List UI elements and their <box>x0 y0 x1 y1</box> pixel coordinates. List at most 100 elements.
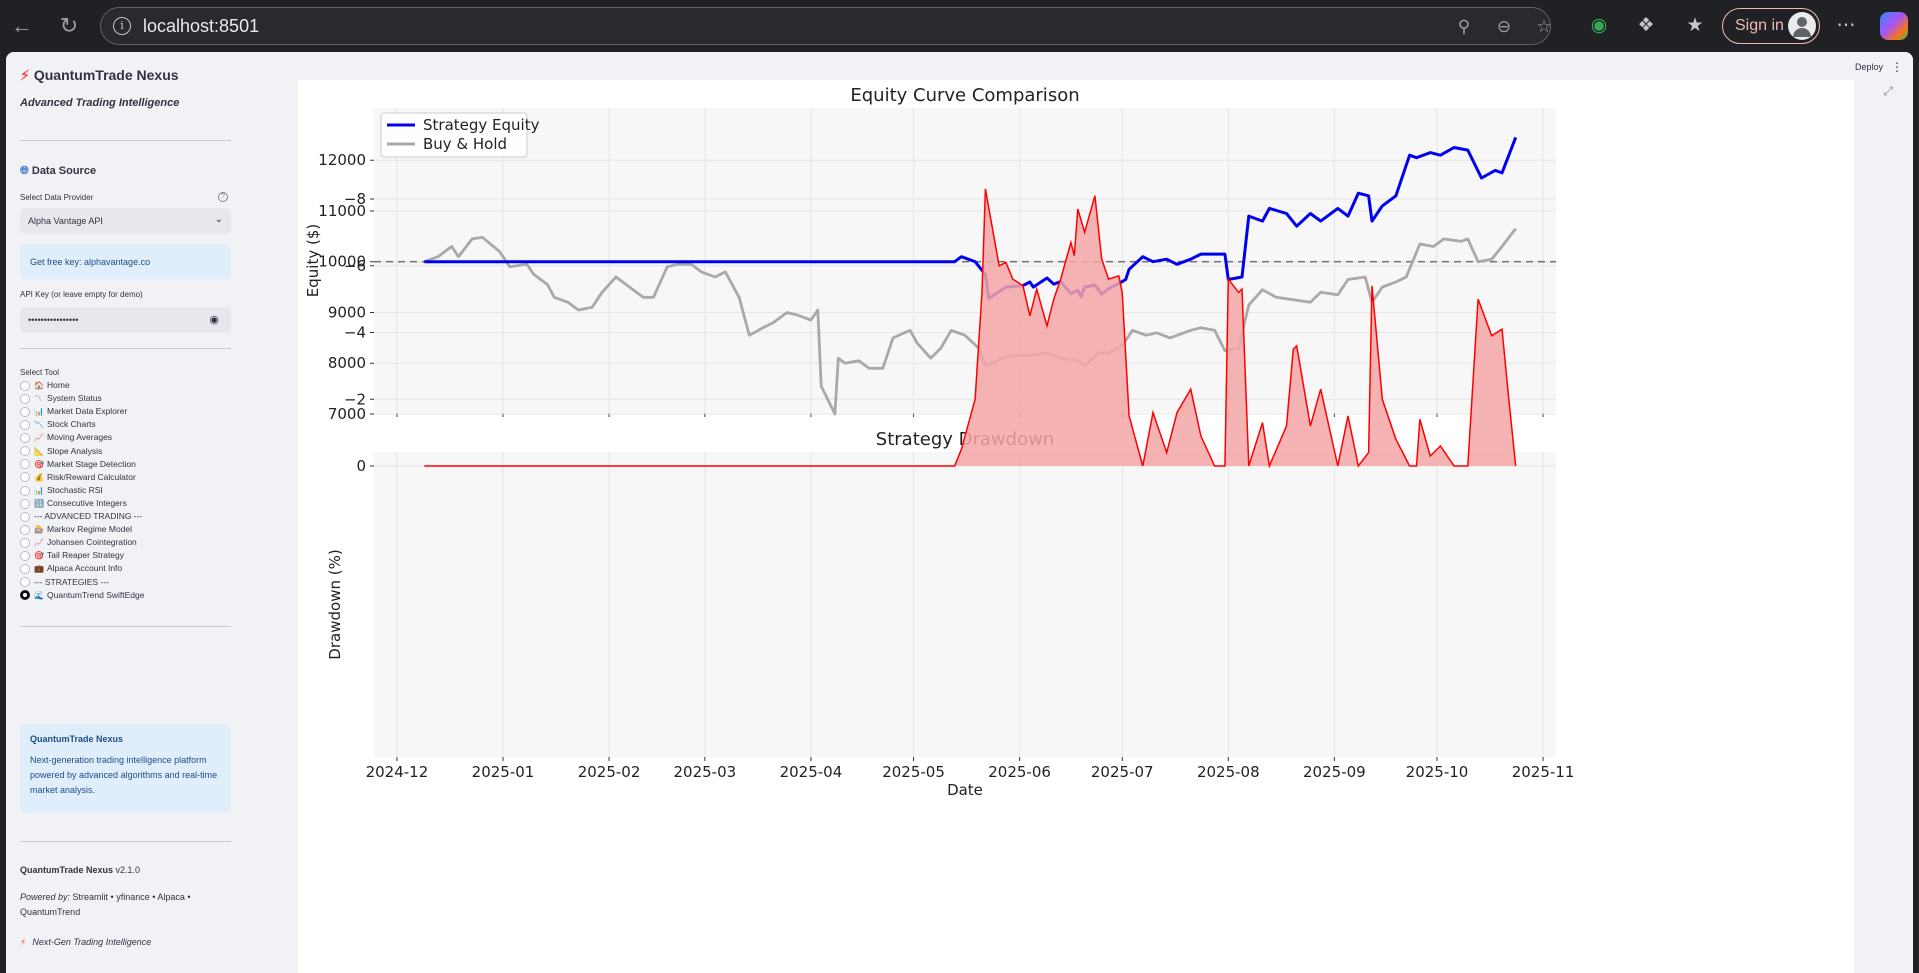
bookmark-star-icon[interactable]: ☆ <box>1536 17 1552 36</box>
site-info-icon[interactable]: i <box>113 17 131 35</box>
triangle-ruler-icon: 📐 <box>34 446 44 456</box>
tagline-text: Next-Gen Trading Intelligence <box>32 937 152 947</box>
sign-in-button[interactable]: Sign in <box>1722 8 1820 44</box>
tool-option[interactable]: 💼 Alpaca Account Info <box>20 563 122 576</box>
x-tick-label: 2025-01 <box>472 763 535 781</box>
powered-text: Streamlit • yfinance • Alpaca • QuantumT… <box>20 892 191 917</box>
plot-background <box>374 452 1556 757</box>
tool-option[interactable]: --- STRATEGIES --- <box>20 577 109 590</box>
radio-icon[interactable] <box>20 433 30 444</box>
radio-selected-icon[interactable] <box>20 590 30 601</box>
extensions-icon[interactable]: ❖ <box>1637 15 1655 36</box>
radio-icon[interactable] <box>20 577 30 588</box>
radio-icon[interactable] <box>20 485 30 496</box>
x-tick-label: 2025-04 <box>780 763 843 781</box>
version-name: QuantumTrade Nexus <box>20 865 114 875</box>
tagline: ⚡︎ Next-Gen Trading Intelligence <box>20 937 151 948</box>
radio-icon[interactable] <box>20 511 30 522</box>
help-icon[interactable]: ? <box>218 192 228 202</box>
tool-option[interactable]: 🎰 Markov Regime Model <box>20 524 132 537</box>
tool-option-label: Market Data Explorer <box>47 406 128 417</box>
x-tick-label: 2025-08 <box>1197 763 1260 781</box>
chart-title: Equity Curve Comparison <box>850 85 1079 106</box>
radio-icon[interactable] <box>20 551 30 562</box>
legend-box <box>380 112 528 158</box>
tool-option[interactable]: 🔢 Consecutive Integers <box>20 498 127 511</box>
y-tick-label: 12000 <box>318 151 366 169</box>
plot-figure: 7000 8000 9000 10000 11000 12000 Equity Curve … <box>298 80 1854 973</box>
divider <box>20 841 231 842</box>
x-tick-label: 2025-05 <box>882 763 945 781</box>
tool-option-label: --- STRATEGIES --- <box>34 576 109 587</box>
more-menu-icon[interactable]: ⋯ <box>1836 15 1856 36</box>
x-tick-label: 2025-09 <box>1303 763 1366 781</box>
reload-icon[interactable]: ↻ <box>59 13 79 38</box>
tool-option[interactable]: 📊 Market Data Explorer <box>20 406 127 419</box>
y-tick-label: 9000 <box>328 303 366 321</box>
target-icon: 🎯 <box>34 551 44 561</box>
main-menu-icon[interactable]: ⋮ <box>1891 60 1903 74</box>
tool-option[interactable]: 🎯 Tail Reaper Strategy <box>20 550 124 563</box>
radio-icon[interactable] <box>20 380 30 391</box>
y-tick-label: −4 <box>344 324 366 342</box>
radio-icon[interactable] <box>20 472 30 483</box>
tool-option[interactable]: 📈 Moving Averages <box>20 432 112 445</box>
version-number: v2.1.0 <box>115 865 141 875</box>
app-title-text: QuantumTrade Nexus <box>33 67 179 83</box>
strategy-equity-line <box>424 136 1518 300</box>
tool-option-label: Home <box>47 380 70 390</box>
lightning-icon: ⚡︎ <box>20 937 27 947</box>
slot-machine-icon: 🎰 <box>34 525 44 535</box>
eye-icon[interactable]: ◉ <box>209 314 219 326</box>
tool-option[interactable]: --- ADVANCED TRADING --- <box>20 511 142 524</box>
radio-icon[interactable] <box>20 537 30 548</box>
chart-up-icon: 📈 <box>34 538 44 548</box>
radio-icon[interactable] <box>20 459 30 470</box>
x-tick-label: 2025-07 <box>1091 763 1154 781</box>
tool-option[interactable]: 📊 Stochastic RSI <box>20 485 103 498</box>
api-key-input[interactable]: •••••••••••••••• ◉ <box>20 307 231 333</box>
tool-option[interactable]: 📐 Slope Analysis <box>20 446 102 459</box>
provider-select[interactable]: Alpha Vantage API ⌄ <box>20 208 231 234</box>
money-bag-icon: 💰 <box>34 472 44 482</box>
sign-in-label: Sign in <box>1735 17 1784 34</box>
y-tick-label: −6 <box>344 257 366 275</box>
zoom-out-icon[interactable]: ⊖ <box>1496 17 1512 36</box>
tool-option-label: Markov Regime Model <box>47 524 133 535</box>
streamlit-app: ⚡︎ QuantumTrade Nexus Advanced Trading In… <box>6 52 1913 973</box>
divider <box>20 626 231 627</box>
chart-up-icon: 📈 <box>34 433 44 443</box>
deploy-button[interactable]: Deploy <box>1854 62 1883 72</box>
radio-icon[interactable] <box>20 498 30 509</box>
x-tick-label: 2025-11 <box>1512 763 1575 781</box>
tool-option[interactable]: 🏠 Home <box>20 380 70 393</box>
address-bar[interactable]: i localhost:8501 ⚲ ⊖ ☆ <box>100 7 1552 45</box>
copilot-icon[interactable] <box>1880 12 1908 40</box>
radio-icon[interactable] <box>20 446 30 457</box>
powered-label: Powered by: <box>20 892 71 902</box>
radio-icon[interactable] <box>20 393 30 404</box>
radio-icon[interactable] <box>20 406 30 417</box>
radio-icon[interactable] <box>20 564 30 575</box>
extension-game-icon[interactable]: ◉ <box>1590 15 1608 36</box>
legend-label: Strategy Equity <box>423 116 540 134</box>
y-axis-label: Equity ($) <box>304 224 322 297</box>
version-info: QuantumTrade Nexus v2.1.0 <box>20 865 140 875</box>
tool-option[interactable]: 🎯 Market Stage Detection <box>20 459 136 472</box>
tool-option-label: Stock Charts <box>47 419 96 430</box>
favorites-icon[interactable]: ★ <box>1686 15 1704 36</box>
bar-chart-icon: 📊 <box>34 485 44 495</box>
back-icon[interactable]: ← <box>11 13 33 38</box>
tool-option[interactable]: 💰 Risk/Reward Calculator <box>20 472 136 485</box>
radio-icon[interactable] <box>20 524 30 535</box>
fullscreen-icon[interactable]: ⤢ <box>1883 84 1893 98</box>
radio-icon[interactable] <box>20 420 30 431</box>
y-tick-label: 11000 <box>318 202 366 220</box>
chevron-down-icon: ⌄ <box>214 214 223 225</box>
tool-option[interactable]: 📉 Stock Charts <box>20 419 96 432</box>
key-icon[interactable]: ⚲ <box>1457 17 1471 36</box>
x-tick-label: 2025-03 <box>674 763 737 781</box>
tool-option[interactable]: 🌊 QuantumTrend SwiftEdge <box>20 590 144 603</box>
tool-option[interactable]: 〽 System Status <box>20 393 102 406</box>
tool-option[interactable]: 📈 Johansen Cointegration <box>20 537 137 550</box>
